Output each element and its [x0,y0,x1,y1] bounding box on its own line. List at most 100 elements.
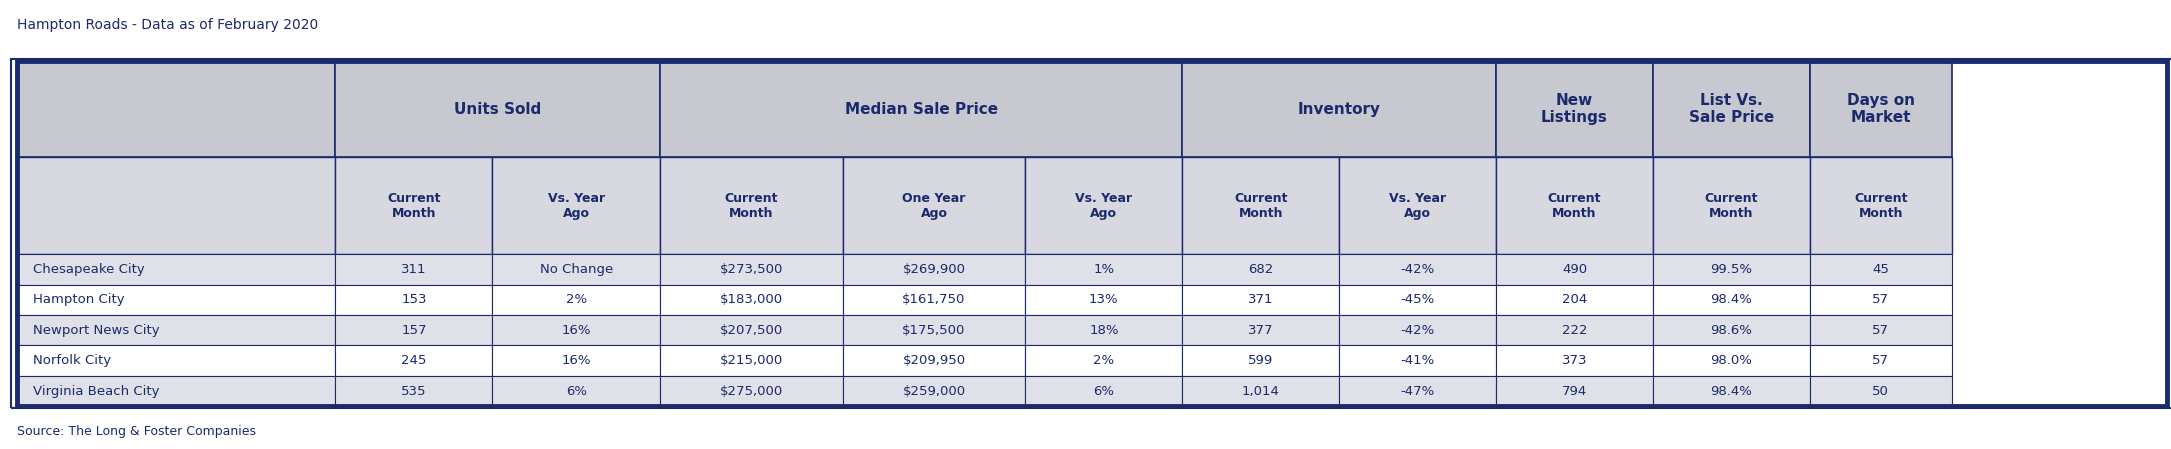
Bar [1340,315,1496,345]
Text: 16%: 16% [562,354,591,367]
Bar [17,61,337,158]
Bar [17,376,337,406]
Text: -41%: -41% [1400,354,1435,367]
Bar [493,285,660,315]
Bar [1496,61,1652,158]
Text: Current
Month: Current Month [386,192,441,220]
Text: Current
Month: Current Month [1704,192,1759,220]
Bar [1025,285,1183,315]
Text: Source: The Long & Foster Companies: Source: The Long & Foster Companies [17,425,256,437]
Bar [1811,285,1952,315]
Bar [1340,376,1496,406]
Bar [1340,254,1496,285]
Bar [660,315,842,345]
Bar [660,158,842,254]
Bar [660,345,842,376]
Text: Norfolk City: Norfolk City [33,354,111,367]
Bar [1025,254,1183,285]
Bar [1025,376,1183,406]
Text: 153: 153 [402,293,428,306]
Text: Vs. Year
Ago: Vs. Year Ago [1075,192,1133,220]
Text: 18%: 18% [1090,324,1118,337]
Bar [1183,158,1340,254]
Text: Current
Month: Current Month [1548,192,1602,220]
Text: 371: 371 [1248,293,1274,306]
Text: 98.4%: 98.4% [1711,385,1752,398]
Text: 98.4%: 98.4% [1711,293,1752,306]
Bar [1652,254,1811,285]
Text: $183,000: $183,000 [721,293,784,306]
Bar [17,285,337,315]
Bar [842,315,1025,345]
Text: 157: 157 [402,324,428,337]
Text: 6%: 6% [567,385,586,398]
Text: Hampton City: Hampton City [33,293,124,306]
Bar [337,158,493,254]
Bar [17,158,337,254]
Text: 45: 45 [1871,263,1889,276]
Text: 794: 794 [1561,385,1587,398]
Bar [17,61,2167,406]
Text: Median Sale Price: Median Sale Price [845,101,999,117]
Bar [1811,376,1952,406]
Text: No Change: No Change [541,263,612,276]
Text: Hampton Roads - Data as of February 2020: Hampton Roads - Data as of February 2020 [17,18,319,32]
Bar [660,254,842,285]
Bar [1652,158,1811,254]
Text: 13%: 13% [1090,293,1118,306]
Bar [11,59,2171,408]
Text: Current
Month: Current Month [1233,192,1287,220]
Text: $175,500: $175,500 [903,324,966,337]
Text: 50: 50 [1871,385,1889,398]
Text: -42%: -42% [1400,263,1435,276]
Text: -42%: -42% [1400,324,1435,337]
Text: $161,750: $161,750 [903,293,966,306]
Bar [493,158,660,254]
Bar [1183,61,1496,158]
Bar [1496,315,1652,345]
Text: $259,000: $259,000 [903,385,966,398]
Bar [1652,345,1811,376]
Text: Units Sold: Units Sold [454,101,541,117]
Text: 373: 373 [1561,354,1587,367]
Text: -45%: -45% [1400,293,1435,306]
Text: Newport News City: Newport News City [33,324,158,337]
Bar [1496,158,1652,254]
Bar [1183,315,1340,345]
Bar [337,315,493,345]
Text: 490: 490 [1561,263,1587,276]
Text: $207,500: $207,500 [721,324,784,337]
Text: -47%: -47% [1400,385,1435,398]
Text: $209,950: $209,950 [903,354,966,367]
Bar [337,61,660,158]
Bar [1025,158,1183,254]
Bar [1340,158,1496,254]
Bar [1652,315,1811,345]
Bar [1183,285,1340,315]
Bar [1496,345,1652,376]
Text: 6%: 6% [1094,385,1114,398]
Bar [1025,315,1183,345]
Bar [1652,376,1811,406]
Bar [17,315,337,345]
Text: Inventory: Inventory [1298,101,1381,117]
Bar [337,376,493,406]
Text: 99.5%: 99.5% [1711,263,1752,276]
Bar [1025,345,1183,376]
Text: $215,000: $215,000 [721,354,784,367]
Text: 535: 535 [402,385,428,398]
Bar [1811,345,1952,376]
Bar [1183,254,1340,285]
Bar [842,376,1025,406]
Text: 222: 222 [1561,324,1587,337]
Text: One Year
Ago: One Year Ago [903,192,966,220]
Text: 377: 377 [1248,324,1274,337]
Bar [842,285,1025,315]
Bar [17,345,337,376]
Bar [1811,254,1952,285]
Bar [1183,345,1340,376]
Bar [842,254,1025,285]
Text: 98.6%: 98.6% [1711,324,1752,337]
Text: Vs. Year
Ago: Vs. Year Ago [1389,192,1446,220]
Text: 682: 682 [1248,263,1274,276]
